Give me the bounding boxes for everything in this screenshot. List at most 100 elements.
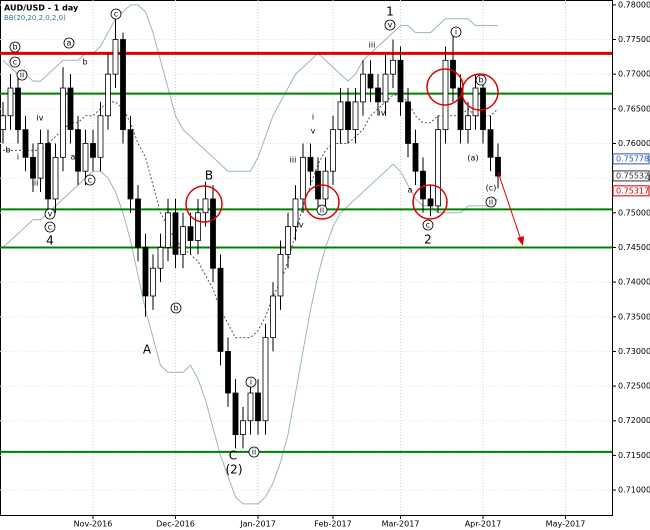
candle-body — [225, 351, 231, 394]
candle-body — [412, 143, 419, 172]
highlight-circle — [185, 185, 223, 223]
price-tag — [612, 170, 650, 182]
y-tick-label: 0.71000 — [618, 486, 650, 495]
wave-label: a — [67, 39, 72, 48]
candle-body — [247, 392, 254, 422]
candle-body — [97, 115, 104, 158]
candle-body — [22, 129, 29, 158]
candle-body — [300, 156, 306, 200]
candle-body — [135, 198, 141, 248]
candle-body — [60, 87, 66, 158]
candle-body — [330, 129, 336, 172]
wave-label: c — [48, 223, 52, 232]
candle-body — [360, 73, 366, 103]
y-tick-label: 0.75000 — [618, 208, 650, 217]
wave-label: (a) — [467, 154, 478, 163]
x-tick-label: Feb-2017 — [314, 520, 351, 529]
candle-body — [82, 143, 89, 172]
wave-label: c — [426, 221, 430, 230]
band-line — [3, 94, 499, 339]
wave-circle — [245, 376, 257, 388]
wave-label: a — [71, 153, 76, 162]
wave-circle — [316, 204, 328, 216]
candle-body — [487, 129, 494, 158]
candle-body — [150, 267, 156, 297]
projection-arrow — [497, 171, 522, 241]
candle-body — [465, 115, 471, 131]
candle-body — [375, 87, 381, 103]
candle-body — [442, 59, 449, 131]
wave-label: ii — [20, 71, 24, 80]
wave-label: iv — [379, 109, 386, 118]
wave-label: (c) — [486, 184, 497, 193]
wave-circle — [485, 196, 497, 208]
candle-body — [435, 129, 441, 207]
x-tick-label: May-2017 — [546, 520, 586, 529]
grid — [0, 0, 612, 515]
candles — [0, 15, 501, 449]
wave-label: b — [12, 43, 17, 52]
candle-body — [142, 247, 149, 297]
candle-body — [172, 212, 179, 255]
candle-body — [67, 87, 74, 131]
candle-body — [180, 226, 186, 255]
wave-label: b — [82, 58, 87, 67]
y-tick-label: 0.73500 — [618, 312, 650, 321]
price-tag-label: 0.75778 — [616, 154, 649, 163]
candle-body — [232, 392, 239, 435]
candle-body — [120, 39, 126, 131]
wave-label: B — [205, 169, 213, 183]
candle-body — [495, 156, 501, 177]
wave-label: C — [229, 449, 237, 463]
candle-body — [187, 226, 194, 241]
candle-body — [270, 295, 276, 338]
wave-circle — [475, 74, 487, 86]
y-tick-label: 0.72000 — [618, 416, 650, 425]
y-tick-label: 0.76000 — [618, 139, 650, 148]
candle-body — [30, 156, 36, 179]
highlight-circle — [412, 184, 448, 220]
candle-body — [105, 73, 111, 117]
wave-label: 1 — [386, 5, 394, 19]
highlight-circle — [461, 73, 499, 111]
candle-body — [457, 87, 464, 131]
x-tick-label: Dec-2016 — [156, 520, 195, 529]
candle-body — [37, 143, 44, 179]
wave-label: iv — [37, 114, 44, 123]
highlight-circle — [304, 184, 340, 220]
wave-label: b — [5, 146, 10, 155]
wave-label: c — [88, 176, 92, 185]
candle-body — [157, 247, 164, 269]
candle-body — [277, 253, 284, 297]
candle-body — [450, 59, 456, 89]
wave-circle — [170, 302, 182, 314]
wave-circle — [110, 8, 122, 20]
y-tick-label: 0.74500 — [618, 243, 650, 252]
wave-label: iii — [369, 41, 376, 50]
candle-body — [390, 59, 396, 75]
price-tag — [612, 153, 650, 165]
candle-body — [15, 87, 21, 131]
wave-circle — [44, 208, 56, 220]
candle-body — [307, 156, 314, 172]
candle-body — [405, 101, 411, 144]
candle-body — [352, 101, 359, 131]
price-tag-label: 0.75532 — [616, 171, 649, 180]
wave-label: ii — [320, 206, 324, 215]
wave-circle — [16, 69, 28, 81]
levels — [0, 51, 612, 453]
wave-label: ii — [489, 198, 493, 207]
wave-label: A — [143, 343, 152, 357]
x-tick-label: Mar-2017 — [382, 520, 420, 529]
candle-body — [112, 39, 119, 75]
candle-body — [165, 212, 171, 248]
candle-body — [427, 198, 434, 207]
plot-frame — [0, 0, 613, 516]
candle-body — [195, 212, 201, 241]
wave-label: 2 — [424, 233, 432, 247]
wave-label: b — [173, 304, 178, 313]
chart-subtitle: BB(20,20,2,0,2,0) — [4, 14, 66, 22]
y-tick-label: 0.74000 — [618, 278, 650, 287]
y-tick-label: 0.78000 — [618, 0, 650, 9]
y-tick-label: 0.76500 — [618, 104, 650, 113]
